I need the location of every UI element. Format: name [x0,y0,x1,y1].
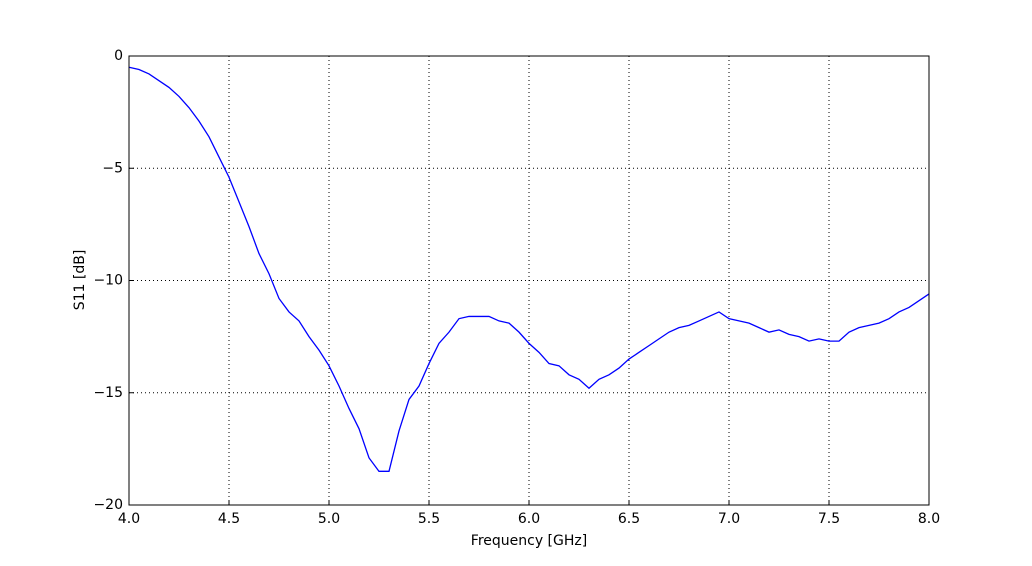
y-tick-label: −5 [102,160,123,176]
x-tick-label: 6.0 [518,511,540,527]
x-tick-label: 8.0 [918,511,940,527]
x-tick-label: 5.0 [318,511,340,527]
y-tick-label: −10 [93,273,123,289]
y-tick-label: −20 [93,497,123,513]
y-tick-label: 0 [114,48,123,64]
x-tick-label: 7.5 [818,511,840,527]
x-axis-label: Frequency [GHz] [471,533,587,549]
x-tick-label: 5.5 [418,511,440,527]
x-tick-label: 7.0 [718,511,740,527]
y-axis-label: S11 [dB] [72,250,88,311]
x-tick-label: 6.5 [618,511,640,527]
x-tick-label: 4.0 [118,511,140,527]
x-tick-label: 4.5 [218,511,240,527]
data-line [128,66,930,472]
plot-frame [128,55,930,506]
y-tick-label: −15 [93,385,123,401]
